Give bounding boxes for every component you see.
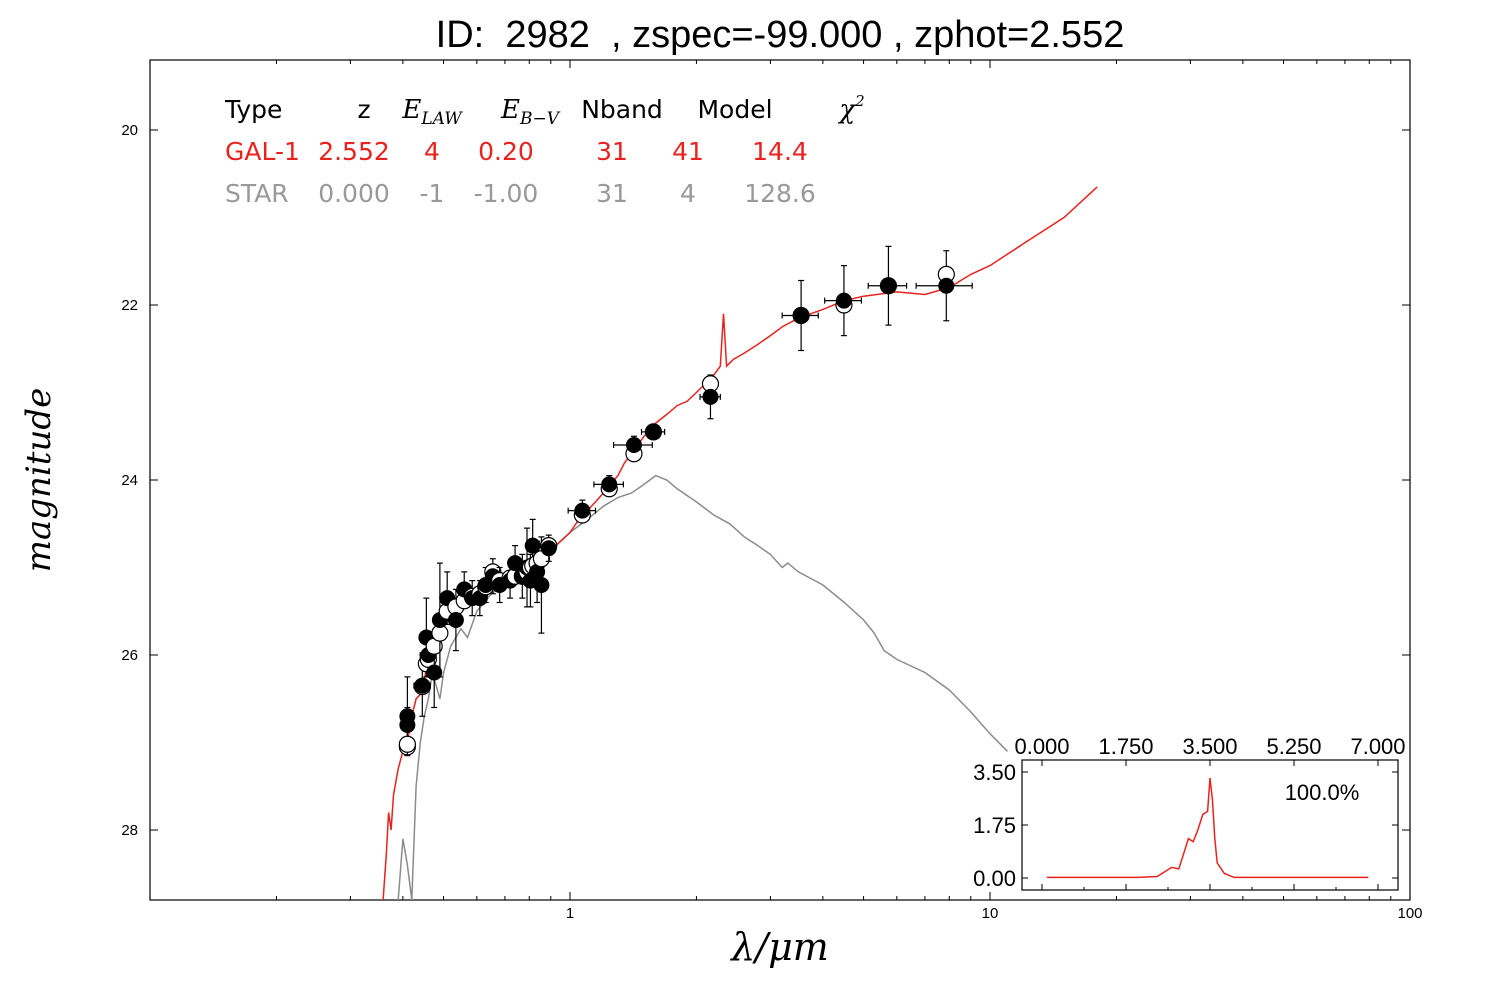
model-spectra bbox=[382, 186, 1098, 901]
observed-magnitude-marker bbox=[533, 577, 550, 593]
photometry-point bbox=[915, 250, 973, 322]
fit-table-header-cell: EB−V bbox=[500, 95, 561, 129]
fit-table-cell: GAL-1 bbox=[225, 137, 300, 166]
observed-magnitude-marker bbox=[625, 437, 642, 453]
y-tick-label: 24 bbox=[121, 472, 138, 489]
fit-table-cell: 128.6 bbox=[744, 179, 816, 208]
fit-table-row-star: STAR 0.000 -1 -1.00 31 4 128.6 bbox=[225, 179, 816, 208]
photometry-point bbox=[867, 245, 908, 326]
fit-table-cell: 0.20 bbox=[478, 137, 534, 166]
fit-table-cell: 4 bbox=[680, 179, 696, 208]
photometry-point bbox=[540, 534, 558, 562]
fit-table-cell: 0.000 bbox=[318, 179, 390, 208]
observed-magnitude-marker bbox=[426, 664, 443, 681]
fit-table-cell: STAR bbox=[225, 179, 289, 208]
model-line-gal-1 bbox=[382, 186, 1098, 901]
chart-title: ID: 2982 , zspec=-99.000 , zphot=2.552 bbox=[435, 14, 1125, 56]
photometry-point bbox=[413, 654, 431, 717]
fit-table-cell: 31 bbox=[596, 179, 628, 208]
observed-magnitude-marker bbox=[447, 612, 464, 628]
inset-axis-ticks: 0.000 1.750 3.500 5.250 7.000 0.00 1.75 3.50 bbox=[973, 734, 1405, 891]
model-line-star bbox=[397, 474, 1008, 901]
inset-y-tick-label: 3.50 bbox=[973, 760, 1016, 785]
photometry-point bbox=[824, 265, 862, 337]
inset-y-tick-label: 0.00 bbox=[973, 866, 1016, 891]
observed-magnitude-marker bbox=[793, 307, 810, 324]
y-axis-label: magnitude bbox=[19, 388, 59, 573]
photometry-point bbox=[567, 499, 597, 524]
photometry-point bbox=[398, 676, 416, 757]
inset-x-tick-label: 0.000 bbox=[1014, 734, 1069, 759]
fit-results-table: Type z Nband Model ELAW EB−V χ2 GAL-1 2.552 4 0.20… bbox=[224, 92, 865, 208]
fit-table-header-cell: Type bbox=[224, 95, 282, 124]
fit-table-header-cell: Nband bbox=[581, 95, 663, 124]
x-tick-label: 100 bbox=[1397, 905, 1422, 922]
fit-table-header-cell: Model bbox=[697, 95, 772, 124]
fit-table-cell: -1.00 bbox=[474, 179, 539, 208]
inset-y-tick-label: 1.75 bbox=[973, 813, 1016, 838]
photometry-point bbox=[781, 279, 819, 352]
observed-magnitude-marker bbox=[835, 292, 852, 309]
observed-magnitude-marker bbox=[645, 423, 662, 440]
inset-annotation: 100.0% bbox=[1285, 780, 1360, 805]
x-tick-label: 10 bbox=[982, 905, 999, 922]
inset-pdf-line bbox=[1046, 778, 1369, 879]
y-tick-label: 26 bbox=[121, 647, 138, 664]
fit-table-cell: 4 bbox=[424, 137, 440, 166]
observed-magnitude-marker bbox=[399, 708, 416, 725]
model-magnitude-marker bbox=[398, 735, 416, 753]
photometry-point bbox=[699, 374, 721, 420]
fit-table-header: Type z Nband Model ELAW EB−V χ2 bbox=[224, 92, 865, 129]
inset-x-tick-label: 7.000 bbox=[1350, 734, 1405, 759]
fit-table-header-cell: z bbox=[357, 95, 370, 124]
fit-table-header-cell: χ2 bbox=[837, 92, 864, 125]
inset-x-tick-label: 1.750 bbox=[1098, 734, 1153, 759]
photometry-point bbox=[612, 435, 653, 463]
x-axis-label: λ/μm bbox=[729, 925, 829, 969]
observed-magnitude-marker bbox=[938, 277, 955, 294]
observed-photometry bbox=[398, 245, 973, 757]
observed-magnitude-marker bbox=[880, 277, 897, 294]
fit-table-cell: 2.552 bbox=[318, 137, 390, 166]
photometry-point bbox=[640, 423, 666, 441]
x-tick-label: 1 bbox=[566, 905, 574, 922]
observed-magnitude-marker bbox=[702, 388, 719, 405]
fit-table-cell: 14.4 bbox=[752, 137, 808, 166]
fit-table-row-gal-1: GAL-1 2.552 4 0.20 31 41 14.4 bbox=[225, 137, 808, 166]
y-tick-label: 22 bbox=[121, 297, 138, 314]
observed-magnitude-marker bbox=[524, 537, 541, 554]
fit-table-header-cell: ELAW bbox=[401, 95, 463, 129]
inset-pdf bbox=[1046, 778, 1369, 879]
observed-magnitude-marker bbox=[540, 540, 557, 557]
y-tick-label: 28 bbox=[121, 822, 138, 839]
fit-table-cell: 41 bbox=[672, 137, 704, 166]
main-axis-ticks: 1 10 100 20 22 24 26 28 bbox=[121, 60, 1423, 922]
photometry-point bbox=[593, 475, 624, 498]
observed-magnitude-marker bbox=[414, 677, 431, 694]
observed-magnitude-marker bbox=[601, 476, 618, 493]
inset-x-tick-label: 5.250 bbox=[1266, 734, 1321, 759]
inset-x-tick-label: 3.500 bbox=[1182, 734, 1237, 759]
y-tick-label: 20 bbox=[121, 122, 138, 139]
fit-table-cell: -1 bbox=[420, 179, 445, 208]
observed-magnitude-marker bbox=[574, 502, 591, 519]
fit-table-cell: 31 bbox=[596, 137, 628, 166]
